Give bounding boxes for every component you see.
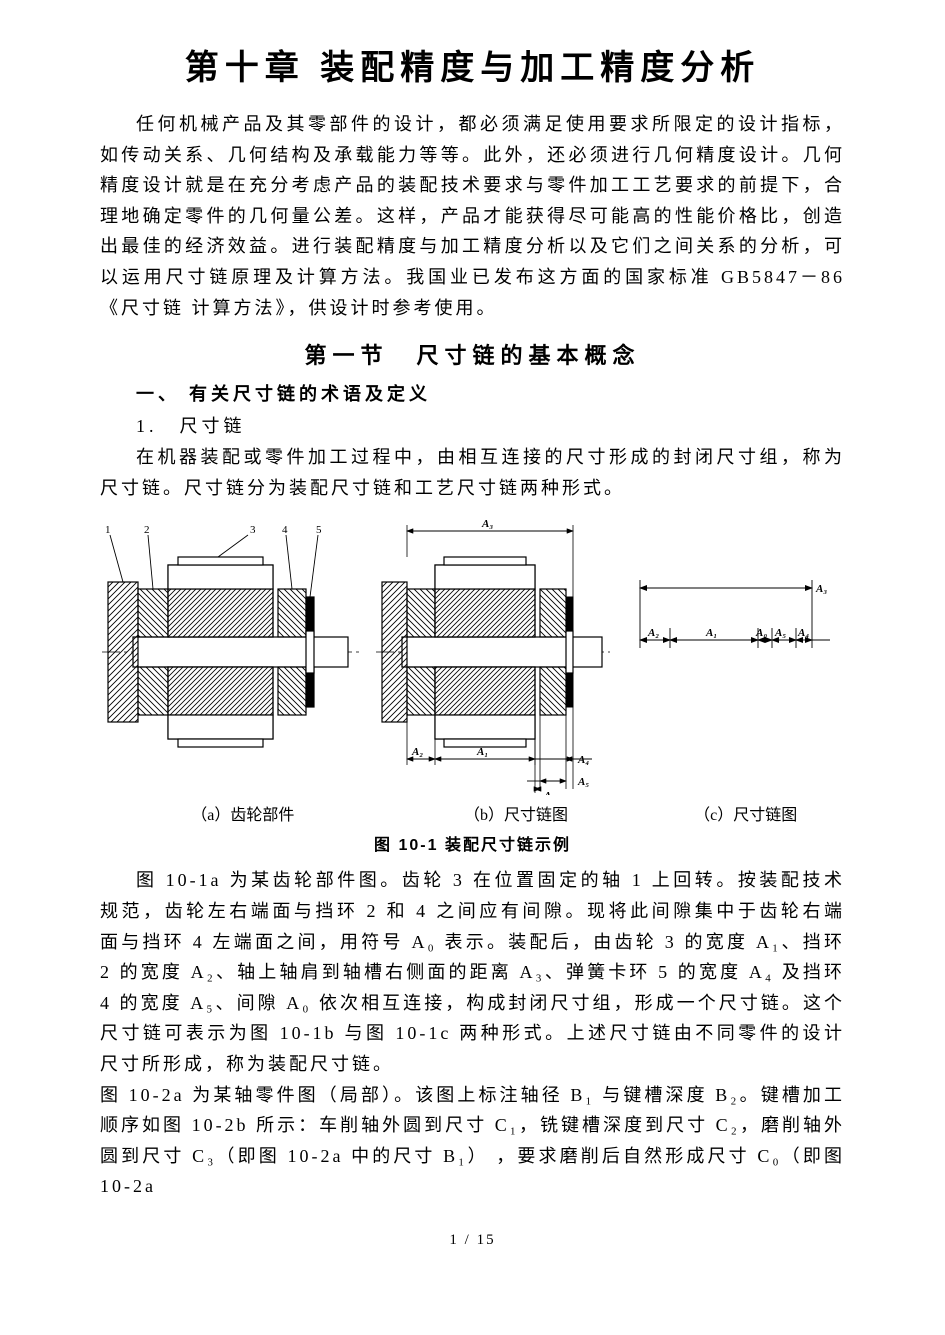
- fig-c-a1: A₁: [705, 627, 717, 639]
- fig-b-group: A₃ A₂ A₁: [376, 518, 610, 795]
- fig-a-label-3: 3: [250, 524, 256, 536]
- item-heading-1: 1. 尺寸链: [100, 412, 845, 438]
- figure-sub-captions: （a）齿轮部件 （b）尺寸链图 （c）尺寸链图: [100, 801, 845, 825]
- figure-svg-wrap: 1 2 3 4 5: [100, 515, 845, 795]
- sub-heading-1: 一、 有关尺寸链的术语及定义: [100, 380, 845, 406]
- fig-c-a4: A₄: [797, 627, 809, 639]
- fig-a-label-5: 5: [316, 524, 322, 536]
- fig-c-a3: A₃: [815, 583, 827, 595]
- figure-caption-b: （b）尺寸链图: [386, 801, 647, 825]
- fig-a-label-4: 4: [282, 524, 288, 536]
- figure-main-caption: 图 10-1 装配尺寸链示例: [100, 831, 845, 855]
- fig-c-a0: A₀: [755, 627, 767, 639]
- fig-c-group: A₃ A₂ A₁ A₀ A₅ A₄: [640, 580, 830, 648]
- figure-caption-c: （c）尺寸链图: [646, 801, 845, 825]
- fig-b-a3-top: A₃: [481, 518, 493, 530]
- figure-10-1: 1 2 3 4 5: [100, 515, 845, 855]
- fig-b-a1-bot: A₁: [476, 746, 488, 758]
- item-1-paragraph: 在机器装配或零件加工过程中，由相互连接的尺寸形成的封闭尺寸组，称为尺寸链。尺寸链…: [100, 442, 845, 503]
- paragraph-after-fig-1: 图 10-1a 为某齿轮部件图。齿轮 3 在位置固定的轴 1 上回转。按装配技术…: [100, 865, 845, 1079]
- document-page: 第十章 装配精度与加工精度分析 任何机械产品及其零部件的设计，都必须满足使用要求…: [0, 0, 945, 1279]
- section-title: 第一节 尺寸链的基本概念: [100, 338, 845, 370]
- fig-a-label-1: 1: [105, 524, 111, 536]
- fig-c-a5: A₅: [774, 627, 786, 639]
- intro-paragraph: 任何机械产品及其零部件的设计，都必须满足使用要求所限定的设计指标，如传动关系、几…: [100, 109, 845, 323]
- fig-b-a2-bot: A₂: [411, 746, 423, 758]
- chapter-title: 第十章 装配精度与加工精度分析: [100, 40, 845, 89]
- fig-b-a0: A₀: [543, 790, 555, 795]
- fig-b-a5: A₅: [577, 776, 589, 788]
- fig-a-group: 1 2 3 4 5: [102, 524, 360, 747]
- fig-a-label-2: 2: [144, 524, 150, 536]
- paragraph-after-fig-2: 图 10-2a 为某轴零件图（局部）。该图上标注轴径 B₁ 与键槽深度 B₂。键…: [100, 1080, 845, 1202]
- figure-caption-a: （a）齿轮部件: [100, 801, 386, 825]
- fig-c-a2: A₂: [647, 627, 659, 639]
- page-number: 1 / 15: [100, 1232, 845, 1249]
- figure-10-1-svg: 1 2 3 4 5: [100, 515, 845, 795]
- fig-b-a4: A₄: [577, 754, 589, 766]
